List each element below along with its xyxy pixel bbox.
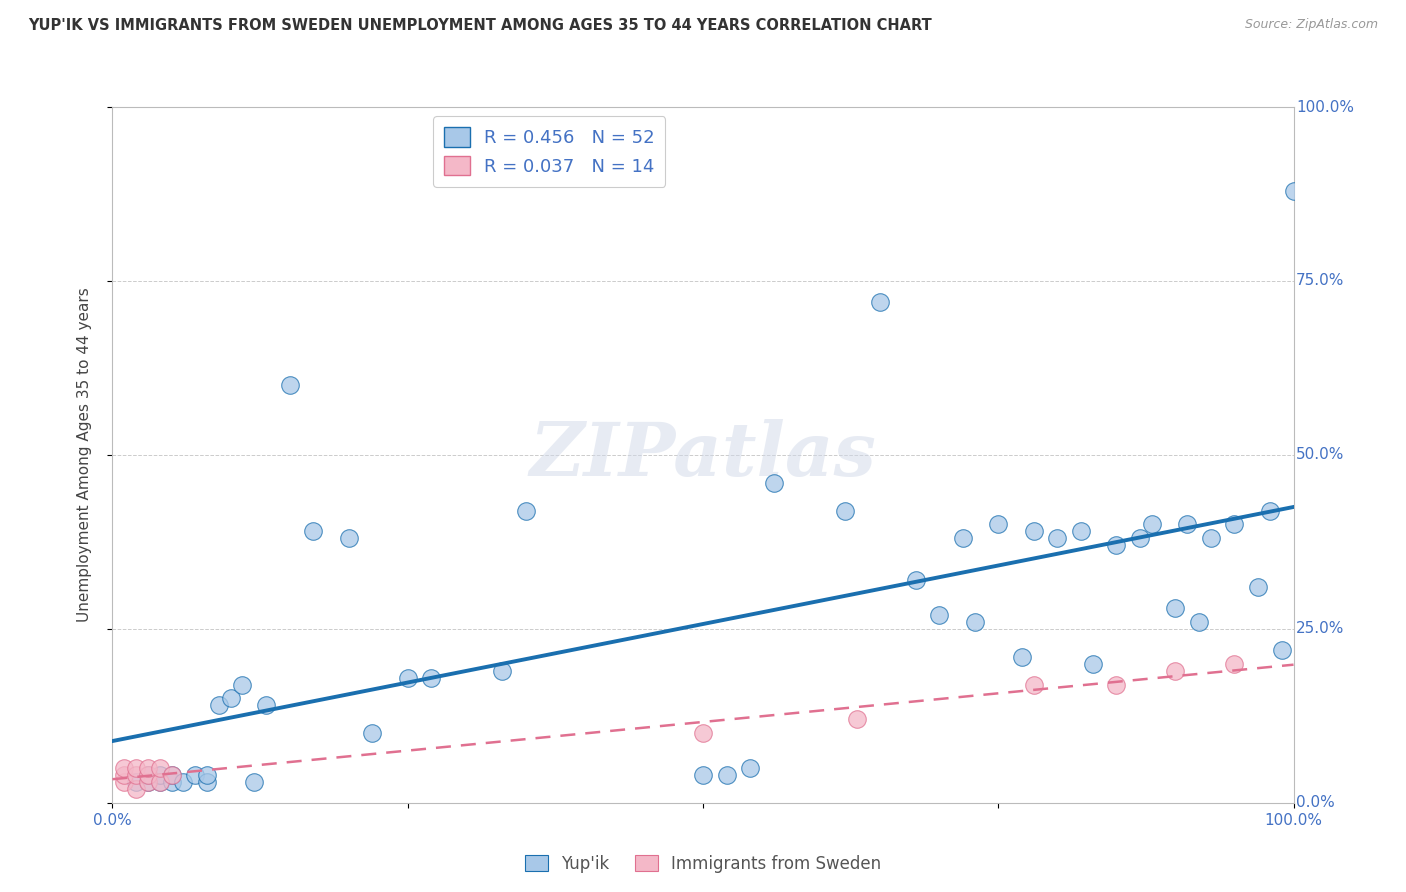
Point: [337, 532, 360, 546]
Point: [1199, 532, 1222, 546]
Point: [869, 294, 891, 309]
Point: [125, 775, 148, 789]
Point: [1081, 657, 1104, 671]
Point: [208, 698, 231, 713]
Text: Source: ZipAtlas.com: Source: ZipAtlas.com: [1244, 18, 1378, 31]
Point: [1223, 657, 1246, 671]
Point: [112, 775, 135, 789]
Point: [112, 761, 135, 775]
Point: [302, 524, 325, 539]
Point: [1140, 517, 1163, 532]
Point: [136, 768, 159, 782]
Point: [1011, 649, 1033, 664]
Point: [491, 664, 513, 678]
Point: [420, 671, 443, 685]
Point: [160, 775, 183, 789]
Text: 0.0%: 0.0%: [1296, 796, 1334, 810]
Point: [1223, 517, 1246, 532]
Point: [740, 761, 762, 775]
Point: [125, 768, 148, 782]
Point: [361, 726, 384, 740]
Point: [1022, 524, 1045, 539]
Point: [762, 475, 785, 490]
Point: [1129, 532, 1152, 546]
Point: [963, 615, 986, 629]
Point: [1164, 664, 1187, 678]
Point: [195, 768, 218, 782]
Point: [160, 768, 183, 782]
Point: [254, 698, 277, 713]
Point: [1046, 532, 1069, 546]
Point: [136, 768, 159, 782]
Point: [1188, 615, 1211, 629]
Point: [136, 761, 159, 775]
Point: [136, 775, 159, 789]
Point: [1105, 538, 1128, 552]
Point: [136, 775, 159, 789]
Point: [904, 573, 927, 587]
Point: [125, 761, 148, 775]
Point: [1164, 601, 1187, 615]
Text: 25.0%: 25.0%: [1296, 622, 1344, 636]
Point: [716, 768, 738, 782]
Point: [184, 768, 207, 782]
Point: [1258, 503, 1281, 517]
Text: ZIPatlas: ZIPatlas: [530, 418, 876, 491]
Point: [1175, 517, 1198, 532]
Point: [195, 775, 218, 789]
Point: [149, 761, 172, 775]
Point: [952, 532, 974, 546]
Text: 75.0%: 75.0%: [1296, 274, 1344, 288]
Text: 100.0%: 100.0%: [1296, 100, 1354, 114]
Point: [845, 712, 868, 726]
Legend: R = 0.456   N = 52, R = 0.037   N = 14: R = 0.456 N = 52, R = 0.037 N = 14: [433, 116, 665, 186]
Point: [1070, 524, 1092, 539]
Point: [396, 671, 419, 685]
Y-axis label: Unemployment Among Ages 35 to 44 years: Unemployment Among Ages 35 to 44 years: [77, 287, 91, 623]
Point: [125, 781, 148, 796]
Point: [149, 768, 172, 782]
Point: [149, 775, 172, 789]
Text: 50.0%: 50.0%: [1296, 448, 1344, 462]
Point: [149, 775, 172, 789]
Point: [515, 503, 537, 517]
Point: [834, 503, 856, 517]
Point: [172, 775, 194, 789]
Point: [1282, 184, 1305, 198]
Point: [112, 768, 135, 782]
Point: [219, 691, 242, 706]
Legend: Yup'ik, Immigrants from Sweden: Yup'ik, Immigrants from Sweden: [517, 848, 889, 880]
Point: [1022, 677, 1045, 691]
Point: [278, 378, 301, 392]
Point: [1105, 677, 1128, 691]
Point: [160, 768, 183, 782]
Text: YUP'IK VS IMMIGRANTS FROM SWEDEN UNEMPLOYMENT AMONG AGES 35 TO 44 YEARS CORRELAT: YUP'IK VS IMMIGRANTS FROM SWEDEN UNEMPLO…: [28, 18, 932, 33]
Point: [928, 607, 950, 622]
Point: [1247, 580, 1270, 594]
Point: [1271, 642, 1294, 657]
Point: [692, 768, 714, 782]
Point: [231, 677, 253, 691]
Point: [987, 517, 1010, 532]
Point: [243, 775, 266, 789]
Point: [692, 726, 714, 740]
